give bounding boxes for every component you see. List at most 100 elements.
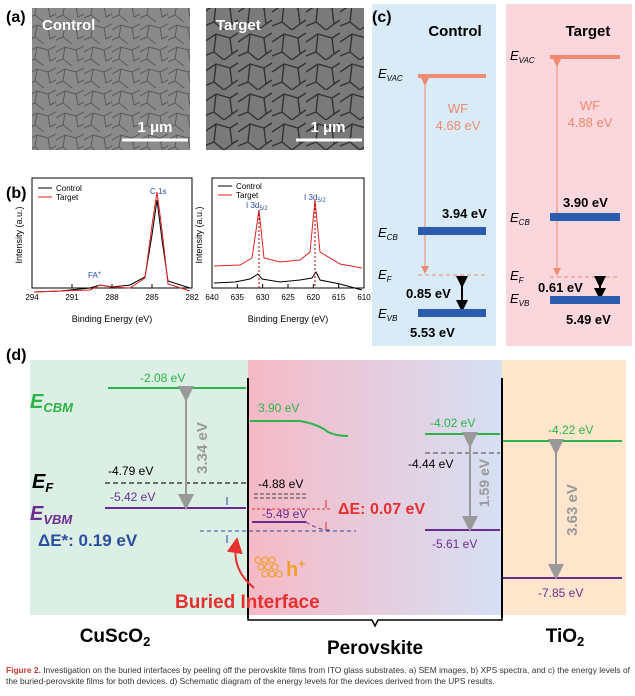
xps-chart: Control Target I 3d5/2 I 3d5/2 Binding E…	[211, 177, 365, 324]
scale-label: 1 μm	[310, 119, 345, 136]
level-value: -5.61 eV	[432, 537, 477, 551]
interface-label: Buried Interface	[175, 592, 320, 613]
layer-name: CuScO2	[80, 626, 151, 649]
peak-label: I 3d5/2	[246, 201, 268, 212]
wf-label: WF	[448, 101, 468, 116]
level-value: -2.08 eV	[140, 371, 185, 385]
spectrum-target	[213, 199, 363, 269]
legend-label: ECBM	[30, 391, 74, 415]
level-value: 3.90 eV	[563, 195, 608, 210]
wf-value: 4.68 eV	[436, 118, 481, 133]
panel-label: (a)	[6, 9, 26, 26]
sem-image	[206, 8, 364, 150]
cbm-level	[250, 420, 349, 437]
panel-bg	[372, 4, 496, 346]
wf-value: 4.88 eV	[568, 115, 613, 130]
x-tick-label: 640	[205, 293, 219, 302]
x-axis-label: Binding Energy (eV)	[248, 314, 329, 324]
bracket	[247, 612, 503, 628]
y-axis-label: Intensity (a.u.)	[194, 206, 204, 263]
legend-label: Target	[56, 193, 79, 202]
scale-label: 1 μm	[137, 119, 172, 136]
x-tick-label: 610	[357, 293, 371, 302]
layer-name: Perovskite	[327, 638, 423, 659]
offset-label: ΔE*: 0.19 eV	[38, 531, 138, 550]
layer-bg	[248, 360, 502, 615]
panel-bg	[506, 4, 632, 346]
level-value: 3.94 eV	[442, 206, 487, 221]
gap-value: 3.34 eV	[194, 422, 211, 474]
image-title: Control	[42, 17, 95, 34]
gap-value: 0.85 eV	[406, 286, 451, 301]
level-value: -4.79 eV	[108, 464, 153, 478]
layer-bg	[502, 360, 626, 615]
peak-label: I 3d5/2	[304, 193, 326, 204]
level-value: 5.49 eV	[566, 312, 611, 327]
offset-label: ΔE: 0.07 eV	[338, 501, 425, 518]
transfer-arrow	[226, 537, 255, 589]
peak-label: FA+	[88, 271, 102, 280]
legend-label: Control	[236, 182, 262, 191]
level-label: EF	[378, 267, 393, 284]
x-axis-label: Binding Energy (eV)	[72, 314, 153, 324]
level-label: EVAC	[378, 66, 403, 83]
level-value: 5.53 eV	[410, 325, 455, 340]
x-tick-label: 620	[307, 293, 321, 302]
image-title: Target	[216, 17, 261, 34]
wf-label: WF	[580, 98, 600, 113]
level-label: EVB	[378, 306, 398, 323]
level-label: EF	[510, 268, 525, 285]
layer-bg	[30, 360, 248, 615]
xps-chart: Control Target C 1s FA+ Binding Energy (…	[31, 177, 193, 324]
legend-label: Control	[56, 184, 82, 193]
panel-label: (b)	[6, 185, 26, 202]
spectrum-target	[33, 191, 191, 293]
level-value: -5.42 eV	[110, 490, 155, 504]
caption-text: Investigation on the buried interfaces b…	[6, 665, 630, 686]
x-tick-label: 615	[332, 293, 346, 302]
vb-level	[550, 296, 620, 304]
level-value: -7.85 eV	[538, 586, 583, 600]
x-tick-label: 625	[281, 293, 295, 302]
spectrum-control	[213, 271, 363, 291]
caption: Figure 2. Investigation on the buried in…	[6, 665, 630, 687]
level-value: 3.90 eV	[258, 401, 299, 415]
level-label: EVAC	[510, 48, 535, 65]
level-value: -4.88 eV	[258, 477, 303, 491]
gap-value: 0.61 eV	[538, 280, 583, 295]
panel-label: (c)	[372, 9, 392, 26]
y-axis-label: Intensity (a.u.)	[14, 206, 24, 263]
panel-label: (d)	[6, 347, 26, 364]
level-label: EVB	[510, 291, 530, 308]
band-diagram: ECBM EF EVBM -2.08 eV -4.79 eV -5.42 eV …	[30, 371, 622, 659]
energy-diagram: Control EVAC WF 4.68 eV 3.94 eV ECB EF 0…	[378, 23, 620, 340]
legend-label: EVBM	[30, 503, 73, 527]
x-tick-label: 288	[105, 293, 119, 302]
gap-value: 3.63 eV	[564, 484, 581, 536]
hole-label: h+	[286, 557, 305, 581]
layer-name: TiO2	[546, 626, 585, 649]
x-tick-label: 294	[25, 293, 39, 302]
level-value: -4.44 eV	[408, 457, 453, 471]
legend-label: EF	[32, 471, 54, 495]
level-label: ECB	[378, 225, 398, 242]
gap-value: 1.59 eV	[476, 458, 492, 507]
peak-label: C 1s	[150, 187, 166, 196]
level-value: -4.22 eV	[548, 423, 593, 437]
cb-level	[418, 227, 486, 235]
spectrum-control	[33, 199, 191, 293]
x-tick-label: 285	[145, 293, 159, 302]
figure: (a) Control Target 1 μm 1 μm (b) Intensi…	[6, 4, 632, 659]
level-value: -5.49 eV	[262, 507, 307, 521]
x-tick-label: 630	[256, 293, 270, 302]
cb-level	[550, 213, 620, 221]
diagram-title: Control	[428, 23, 481, 40]
diagram-title: Target	[566, 23, 611, 40]
x-tick-label: 291	[65, 293, 79, 302]
x-tick-label: 635	[231, 293, 245, 302]
level-label: ECB	[510, 210, 530, 227]
holes	[254, 556, 283, 578]
caption-label: Figure 2.	[6, 665, 41, 675]
sem-image	[32, 8, 190, 150]
